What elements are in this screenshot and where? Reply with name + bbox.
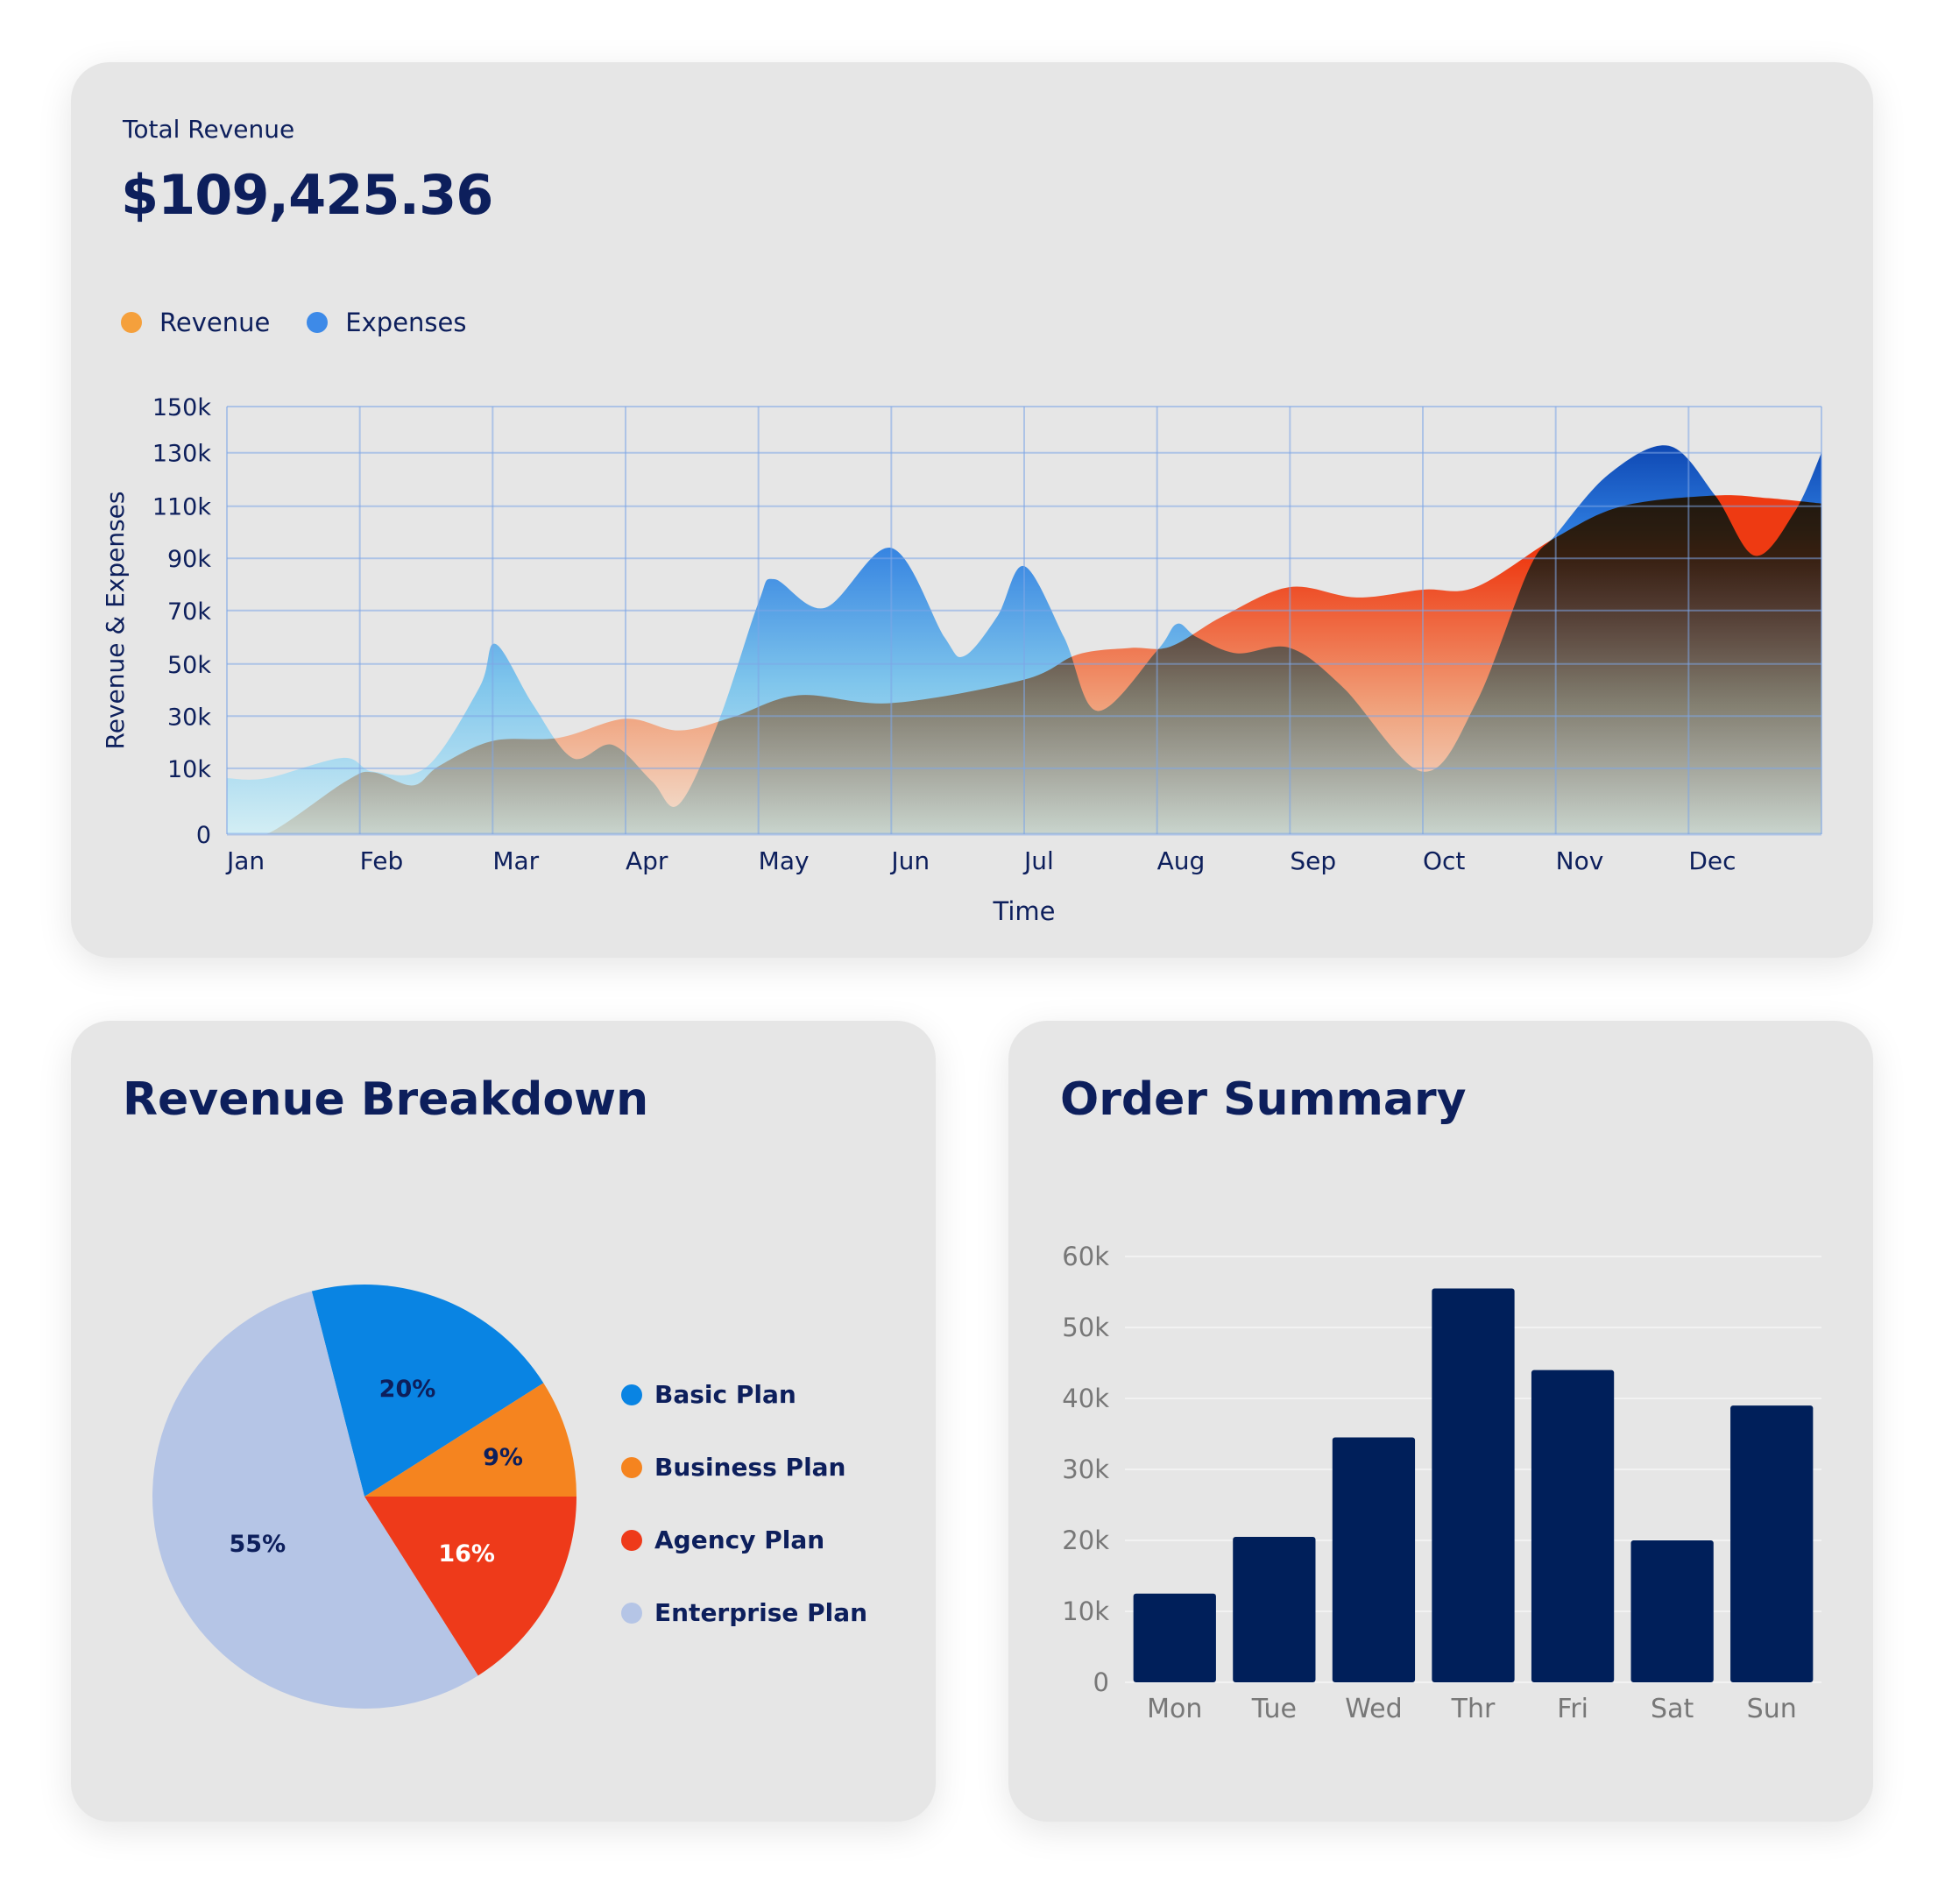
bar-chart: 0 10k 20k 30k 40k 50k 60k Mon Tue Wed Thr Fri Sat Sun	[1062, 1242, 1821, 1724]
y-axis-label: Revenue & Expenses	[101, 492, 130, 750]
legend-dot-icon	[621, 1456, 642, 1478]
y-tick-label: 90k	[167, 546, 211, 573]
pie-slice-agency-plan	[364, 1497, 576, 1676]
legend-label: Agency Plan	[654, 1525, 825, 1554]
x-tick-label: Tue	[1251, 1694, 1297, 1724]
kpi-value: $109,425.36	[121, 163, 493, 227]
x-tick-label: Fri	[1557, 1694, 1588, 1724]
x-tick-label: Mar	[492, 846, 539, 875]
card-title: Order Summary	[1060, 1073, 1467, 1126]
legend-dot-icon	[621, 1384, 642, 1405]
x-tick-label: Jul	[1022, 846, 1054, 875]
y-tick-label: 50k	[1062, 1313, 1109, 1342]
x-tick-label: Thr	[1451, 1694, 1496, 1724]
pie-slice-label: 9%	[483, 1444, 523, 1471]
bar-sun	[1730, 1405, 1814, 1682]
legend-label: Expenses	[345, 308, 467, 337]
pie-slice-enterprise-plan	[152, 1291, 478, 1709]
x-tick-label: Mon	[1147, 1694, 1202, 1724]
revenue-dot-icon	[121, 312, 142, 333]
y-tick-label: 130k	[152, 441, 212, 468]
legend-label: Enterprise Plan	[654, 1598, 868, 1627]
y-tick-label: 20k	[1062, 1525, 1109, 1555]
bar-thr	[1432, 1288, 1515, 1682]
x-tick-label: Apr	[626, 846, 668, 875]
pie-chart: 20% 9% 16% 55%	[152, 1285, 576, 1709]
y-tick-label: 30k	[167, 704, 211, 731]
y-tick-label: 50k	[167, 652, 211, 679]
revenue-breakdown-card: Revenue Breakdown 20% 9% 16% 55% Basic Plan…	[71, 1021, 936, 1822]
x-tick-label: May	[759, 846, 810, 875]
order-summary-card: Order Summary 0 10k 20k 30k 40k 50k 60k Mon Tue W…	[1008, 1021, 1873, 1822]
x-tick-label: Wed	[1345, 1694, 1402, 1724]
pie-slice-basic-plan	[311, 1285, 544, 1497]
x-tick-label: Sun	[1747, 1694, 1797, 1724]
x-tick-label: Oct	[1423, 846, 1465, 875]
y-tick-label: 70k	[167, 598, 211, 626]
y-tick-label: 10k	[167, 756, 211, 783]
x-tick-label: Jan	[225, 846, 265, 875]
card-title: Revenue Breakdown	[123, 1073, 649, 1126]
legend-item-business-plan[interactable]: Business Plan	[621, 1453, 867, 1482]
y-tick-label: 0	[1093, 1667, 1109, 1697]
x-tick-label: Feb	[360, 846, 404, 875]
pie-slice-label: 55%	[230, 1531, 286, 1558]
bar-fri	[1531, 1370, 1615, 1682]
pie-slice-business-plan	[364, 1383, 576, 1497]
bar-sat	[1630, 1540, 1714, 1682]
y-tick-label: 40k	[1062, 1384, 1109, 1413]
legend-dot-icon	[621, 1529, 642, 1551]
legend-label: Basic Plan	[654, 1380, 796, 1409]
y-tick-label: 110k	[152, 494, 212, 521]
y-tick-label: 150k	[152, 394, 212, 421]
x-axis-label: Time	[993, 896, 1056, 926]
pie-legend: Basic Plan Business Plan Agency Plan Enterp…	[621, 1380, 867, 1627]
x-tick-label: Sat	[1651, 1694, 1694, 1724]
bar-tue	[1233, 1536, 1316, 1682]
pie-slice-label: 16%	[438, 1540, 495, 1568]
y-tick-label: 0	[196, 822, 211, 849]
x-tick-label: Sep	[1290, 846, 1336, 875]
y-tick-label: 60k	[1062, 1242, 1109, 1271]
area-legend: Revenue Expenses	[121, 308, 466, 337]
kpi-label: Total Revenue	[123, 115, 295, 144]
y-tick-label: 10k	[1062, 1596, 1109, 1626]
legend-item-expenses[interactable]: Expenses	[307, 308, 466, 337]
x-tick-label: Dec	[1688, 846, 1736, 875]
bar-wed	[1332, 1437, 1416, 1682]
revenue-card: Total Revenue $109,425.36 Revenue Expens…	[71, 62, 1873, 958]
expenses-dot-icon	[307, 312, 329, 333]
y-tick-label: 30k	[1062, 1455, 1109, 1484]
pie-slice-label: 20%	[379, 1376, 436, 1403]
x-tick-label: Nov	[1556, 846, 1604, 875]
x-tick-label: Aug	[1157, 846, 1206, 875]
legend-item-revenue[interactable]: Revenue	[121, 308, 270, 337]
legend-item-agency-plan[interactable]: Agency Plan	[621, 1525, 867, 1554]
legend-label: Business Plan	[654, 1453, 846, 1482]
legend-item-enterprise-plan[interactable]: Enterprise Plan	[621, 1598, 867, 1627]
legend-dot-icon	[621, 1602, 642, 1624]
area-chart: 0 10k 30k 50k 70k 90k 110k 130k 150k Jan Feb Mar Apr…	[101, 394, 1822, 926]
bar-mon	[1133, 1593, 1216, 1682]
legend-label: Revenue	[159, 308, 271, 337]
legend-item-basic-plan[interactable]: Basic Plan	[621, 1380, 867, 1409]
x-tick-label: Jun	[889, 846, 930, 875]
